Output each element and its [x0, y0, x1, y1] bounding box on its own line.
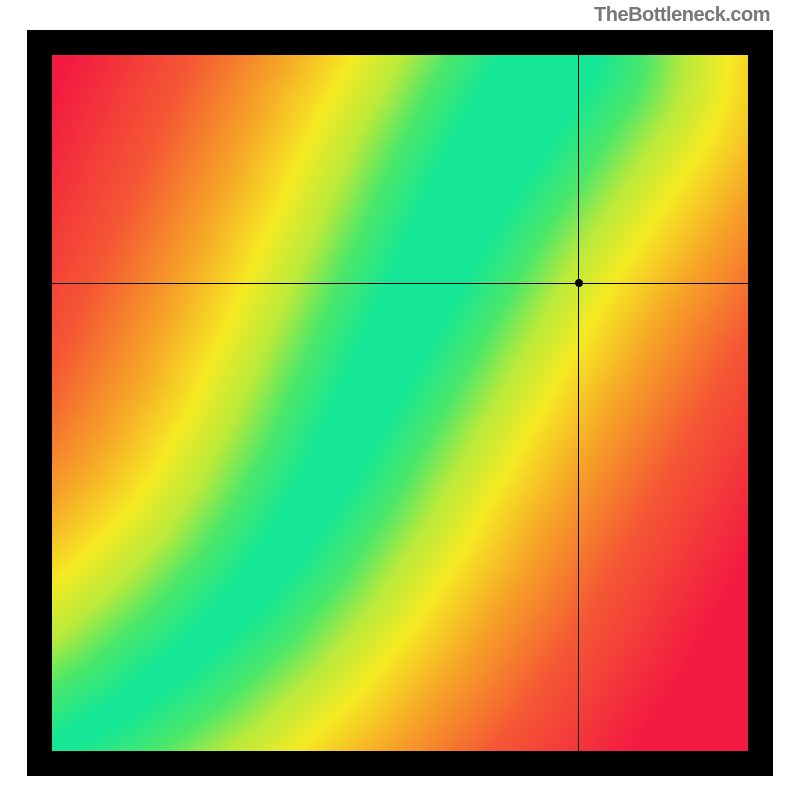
crosshair-horizontal	[52, 283, 748, 284]
crosshair-dot	[575, 279, 583, 287]
root: TheBottleneck.com	[0, 0, 800, 800]
crosshair-vertical	[578, 55, 579, 751]
watermark-text: TheBottleneck.com	[594, 4, 770, 27]
chart-frame	[27, 30, 773, 776]
heatmap-canvas	[52, 55, 748, 751]
chart-plot-area	[52, 55, 748, 751]
